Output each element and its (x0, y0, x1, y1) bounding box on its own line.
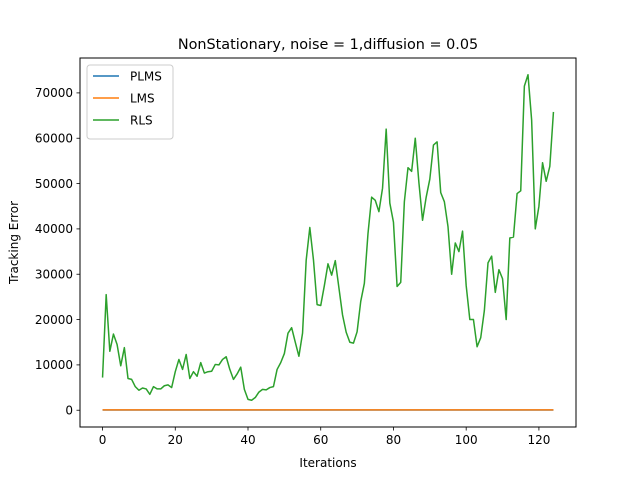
x-tick-label: 80 (386, 433, 401, 447)
y-tick-label: 30000 (35, 268, 73, 282)
x-tick-label: 20 (168, 433, 183, 447)
series-layer (101, 74, 555, 411)
x-tick-label: 0 (99, 433, 107, 447)
legend-label-rls: RLS (130, 114, 153, 128)
y-tick-label: 70000 (35, 86, 73, 100)
x-axis-label: Iterations (299, 456, 356, 470)
x-tick-label: 100 (455, 433, 478, 447)
plot-frame (79, 57, 577, 428)
y-axis-label: Tracking Error (7, 201, 21, 285)
y-tick-label: 20000 (35, 313, 73, 327)
x-tick-label: 40 (240, 433, 255, 447)
legend-label-plms: PLMS (130, 70, 162, 84)
y-tick-label: 60000 (35, 132, 73, 146)
x-tick-label: 60 (313, 433, 328, 447)
x-tick-label: 120 (527, 433, 550, 447)
series-line-rls (101, 74, 555, 401)
y-tick-label: 40000 (35, 222, 73, 236)
y-tick-label: 10000 (35, 358, 73, 372)
axes-layer: 0 20 40 60 80 100 120 0 10000 20000 30000 40000 5000… (35, 86, 551, 447)
y-tick-label: 50000 (35, 177, 73, 191)
legend-label-lms: LMS (130, 92, 155, 106)
y-tick-label: 0 (65, 404, 73, 418)
chart-title: NonStationary, noise = 1,diffusion = 0.0… (178, 37, 478, 53)
legend: PLMS LMS RLS (86, 64, 174, 140)
